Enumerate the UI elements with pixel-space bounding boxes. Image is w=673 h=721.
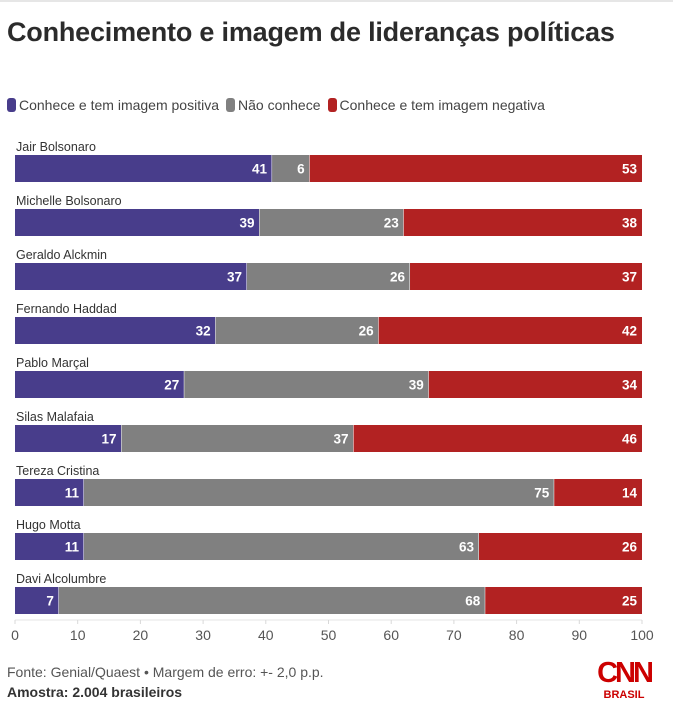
x-tick-label: 30 [195,627,211,643]
data-label: 46 [622,432,638,447]
data-label: 75 [534,486,550,501]
bar-segment [403,209,642,236]
data-label: 25 [622,594,638,609]
bar-segment [121,425,354,452]
category-label: Fernando Haddad [16,302,117,316]
data-label: 27 [164,378,179,393]
data-label: 63 [459,540,475,555]
legend-item-unknown: Não conhece [226,97,321,113]
category-label: Davi Alcolumbre [16,572,106,586]
bar-segment [15,317,216,344]
data-label: 26 [390,270,406,285]
x-tick-label: 40 [258,627,274,643]
legend-item-negative: Conhece e tem imagem negativa [327,97,545,113]
bar-segment [15,425,122,452]
bar-segment [246,263,411,290]
cnn-logo-text: CNN [597,657,652,689]
legend-label-positive: Conhece e tem imagem positiva [19,97,219,113]
x-tick-label: 60 [383,627,399,643]
data-label: 6 [297,162,305,177]
x-tick-label: 0 [11,627,19,643]
chart-footer: Fonte: Genial/Quaest • Margem de erro: +… [7,662,324,702]
legend-label-unknown: Não conhece [238,97,321,113]
x-tick-label: 20 [133,627,149,643]
data-label: 11 [65,540,80,555]
cnn-logo-subtext: BRASIL [604,689,645,701]
bar-segment [184,371,429,398]
category-label: Michelle Bolsonaro [16,194,122,208]
bar-segment [353,425,642,452]
bar-segment [410,263,642,290]
bar-segment [259,209,404,236]
legend-label-negative: Conhece e tem imagem negativa [339,97,545,113]
data-label: 68 [465,594,481,609]
top-border [0,0,673,2]
source-note: Fonte: Genial/Quaest • Margem de erro: +… [7,664,324,680]
data-label: 7 [46,594,54,609]
sample-note: Amostra: 2.004 brasileiros [7,684,183,700]
bar-segment [15,155,273,182]
data-label: 32 [196,324,211,339]
data-label: 41 [252,162,268,177]
x-tick-label: 90 [572,627,588,643]
x-tick-label: 100 [630,627,654,643]
bar-segment [15,371,185,398]
cnn-brasil-logo: CNN BRASIL [594,655,655,703]
legend-swatch-positive [7,98,16,112]
data-label: 39 [239,216,254,231]
chart-title: Conhecimento e imagem de lideranças polí… [7,17,615,47]
legend-item-positive: Conhece e tem imagem positiva [7,97,219,113]
bar-segment [15,479,84,506]
bar-segment [485,587,642,614]
data-label: 11 [65,486,80,501]
data-label: 37 [227,270,242,285]
data-label: 53 [622,162,638,177]
category-label: Silas Malafaia [16,410,94,424]
data-label: 39 [409,378,424,393]
data-label: 37 [622,270,637,285]
cnn-logo-icon: CNN BRASIL [597,657,655,701]
data-label: 38 [622,216,638,231]
bar-segment [428,371,642,398]
bar-segment [15,587,59,614]
bar-segment [215,317,379,344]
bar-segment [58,587,486,614]
data-label: 17 [102,432,117,447]
category-label: Pablo Marçal [16,356,89,370]
data-label: 23 [384,216,400,231]
data-label: 14 [622,486,638,501]
category-label: Hugo Motta [16,518,81,532]
category-label: Geraldo Alckmin [16,248,107,262]
bar-segment [83,479,555,506]
category-label: Jair Bolsonaro [16,140,96,154]
data-label: 34 [622,378,638,393]
bar-segment [272,155,310,182]
bar-segment [554,479,642,506]
data-label: 26 [622,540,638,555]
category-label: Tereza Cristina [16,464,99,478]
data-label: 37 [334,432,349,447]
data-label: 26 [359,324,375,339]
bar-segment [309,155,642,182]
bar-segment [478,533,642,560]
x-tick-label: 50 [321,627,337,643]
x-tick-label: 70 [446,627,462,643]
bar-segment [15,533,84,560]
chart-legend: Conhece e tem imagem positiva Não conhec… [7,97,552,113]
data-label: 42 [622,324,637,339]
x-tick-label: 80 [509,627,525,643]
legend-swatch-unknown [226,98,235,112]
x-tick-label: 10 [70,627,86,643]
bar-segment [15,209,260,236]
bar-segment [378,317,642,344]
bar-segment [83,533,479,560]
bar-segment [15,263,247,290]
legend-swatch-negative [327,98,337,112]
stacked-bar-chart: Jair Bolsonaro 41 6 53 Michelle Bolsonaro 39 2… [11,140,654,643]
